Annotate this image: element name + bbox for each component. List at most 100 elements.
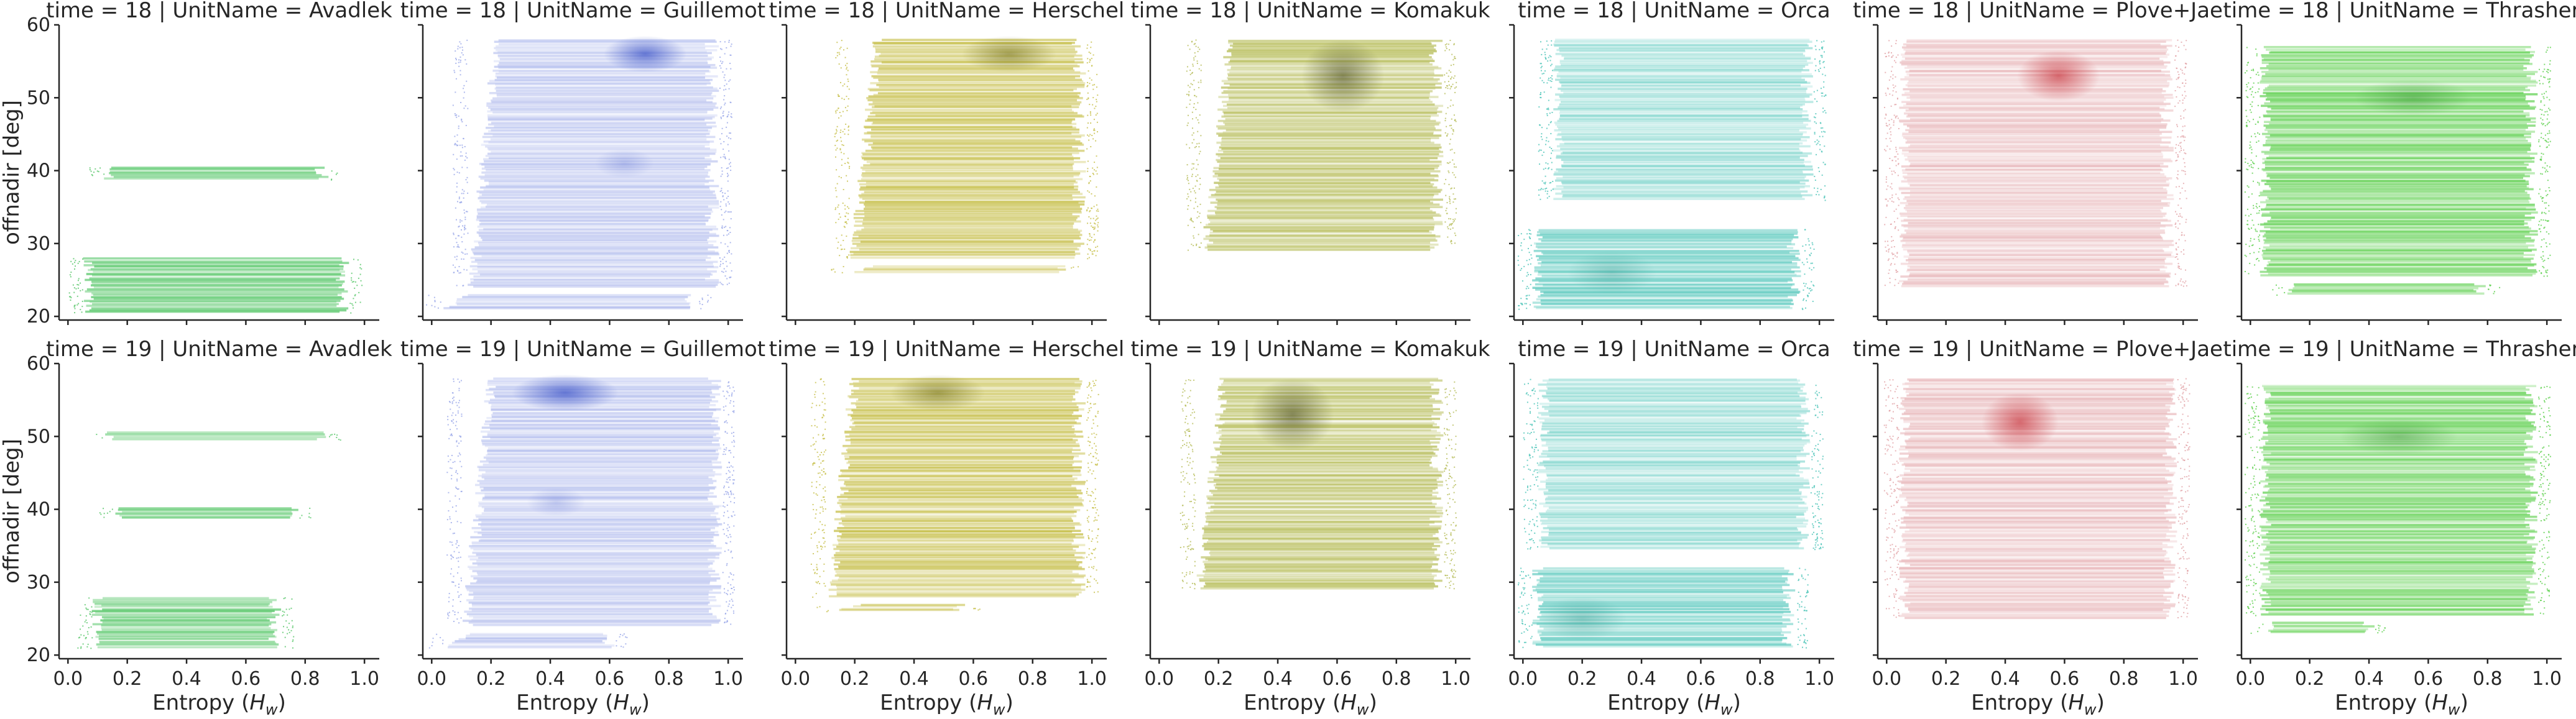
scatter-point: [74, 305, 76, 306]
scatter-streak: [1539, 611, 1784, 615]
scatter-point: [331, 178, 333, 180]
scatter-point: [1884, 149, 1886, 150]
scatter-point: [1192, 423, 1194, 424]
scatter-point: [731, 492, 732, 494]
scatter-streak: [492, 411, 714, 414]
scatter-point: [724, 41, 726, 43]
scatter-streak: [1532, 640, 1782, 643]
scatter-streak: [476, 580, 711, 584]
scatter-point: [450, 408, 451, 410]
scatter-streak: [1535, 288, 1799, 291]
scatter-point: [2250, 77, 2251, 79]
scatter-point: [824, 384, 826, 386]
scatter-point: [2256, 259, 2258, 260]
scatter-point: [2181, 251, 2182, 253]
scatter-point: [1885, 122, 1887, 124]
scatter-point: [1811, 269, 1812, 271]
scatter-point: [1452, 575, 1454, 577]
scatter-streak: [475, 483, 709, 487]
scatter-point: [1087, 168, 1089, 170]
scatter-point: [361, 285, 363, 286]
scatter-point: [2547, 141, 2549, 143]
scatter-point: [463, 108, 465, 109]
x-tick-label: 0.2: [840, 668, 870, 690]
scatter-streak: [856, 244, 1081, 247]
scatter-point: [1454, 577, 1456, 579]
scatter-point: [1887, 449, 1889, 451]
scatter-point: [1798, 592, 1799, 593]
scatter-point: [1893, 170, 1895, 172]
scatter-streak: [83, 300, 341, 303]
scatter-streak: [2260, 270, 2537, 273]
y-tick-label: 50: [27, 426, 50, 447]
scatter-point: [2546, 231, 2547, 233]
scatter-point: [1550, 86, 1552, 88]
scatter-point: [812, 463, 814, 465]
scatter-point: [1096, 218, 1098, 220]
scatter-point: [1550, 190, 1552, 191]
scatter-point: [1086, 209, 1088, 211]
scatter-streak: [1539, 539, 1798, 542]
scatter-point: [1453, 569, 1455, 571]
scatter-streak: [1204, 563, 1438, 566]
scatter-point: [91, 175, 93, 176]
scatter-streak: [2261, 56, 2532, 58]
scatter-point: [824, 524, 826, 526]
scatter-streak: [857, 180, 1076, 183]
y-tick-label: 60: [27, 353, 50, 375]
scatter-point: [1087, 98, 1089, 99]
scatter-point: [731, 550, 732, 552]
scatter-streak: [1534, 242, 1792, 245]
scatter-point: [2542, 197, 2544, 199]
scatter-point: [455, 414, 456, 416]
scatter-point: [456, 140, 458, 142]
scatter-streak: [1208, 222, 1443, 226]
scatter-streak: [1547, 543, 1799, 546]
scatter-point: [1097, 94, 1099, 96]
scatter-point: [447, 612, 449, 614]
scatter-streak: [872, 111, 1074, 113]
scatter-point: [823, 570, 824, 572]
scatter-point: [1184, 551, 1186, 552]
scatter-streak: [476, 553, 720, 556]
scatter-point: [1816, 494, 1818, 496]
scatter-point: [458, 406, 460, 408]
scatter-point: [1089, 444, 1091, 446]
scatter-point: [1444, 533, 1446, 534]
scatter-point: [1525, 295, 1527, 297]
scatter-streak: [1562, 182, 1806, 185]
scatter-streak: [483, 188, 711, 191]
scatter-point: [1093, 234, 1095, 236]
scatter-point: [2177, 178, 2179, 180]
scatter-point: [1540, 92, 1542, 94]
scatter-point: [848, 88, 850, 90]
scatter-point: [2177, 71, 2179, 73]
scatter-streak: [1559, 114, 1809, 117]
scatter-streak: [1207, 497, 1441, 500]
scatter-point: [2253, 162, 2255, 164]
scatter-streak: [2263, 124, 2536, 127]
scatter-point: [2252, 180, 2254, 182]
scatter-point: [824, 472, 826, 474]
scatter-point: [834, 156, 836, 158]
scatter-streak: [96, 643, 279, 646]
scatter-point: [822, 434, 824, 436]
scatter-point: [1804, 229, 1806, 231]
scatter-point: [2174, 273, 2176, 275]
scatter-point: [1186, 177, 1188, 179]
scatter-streak: [95, 636, 277, 638]
scatter-point: [283, 614, 285, 616]
scatter-point: [823, 454, 824, 456]
scatter-point: [1191, 547, 1193, 549]
scatter-streak: [836, 572, 1079, 575]
scatter-point: [729, 534, 731, 536]
scatter-point: [1814, 70, 1816, 71]
scatter-point: [1193, 474, 1195, 475]
scatter-point: [840, 129, 842, 131]
scatter-streak: [829, 581, 1072, 584]
scatter-point: [354, 281, 356, 283]
scatter-point: [729, 402, 731, 404]
scatter-point: [458, 59, 460, 61]
scatter-point: [1520, 570, 1522, 572]
scatter-point: [2182, 99, 2184, 101]
